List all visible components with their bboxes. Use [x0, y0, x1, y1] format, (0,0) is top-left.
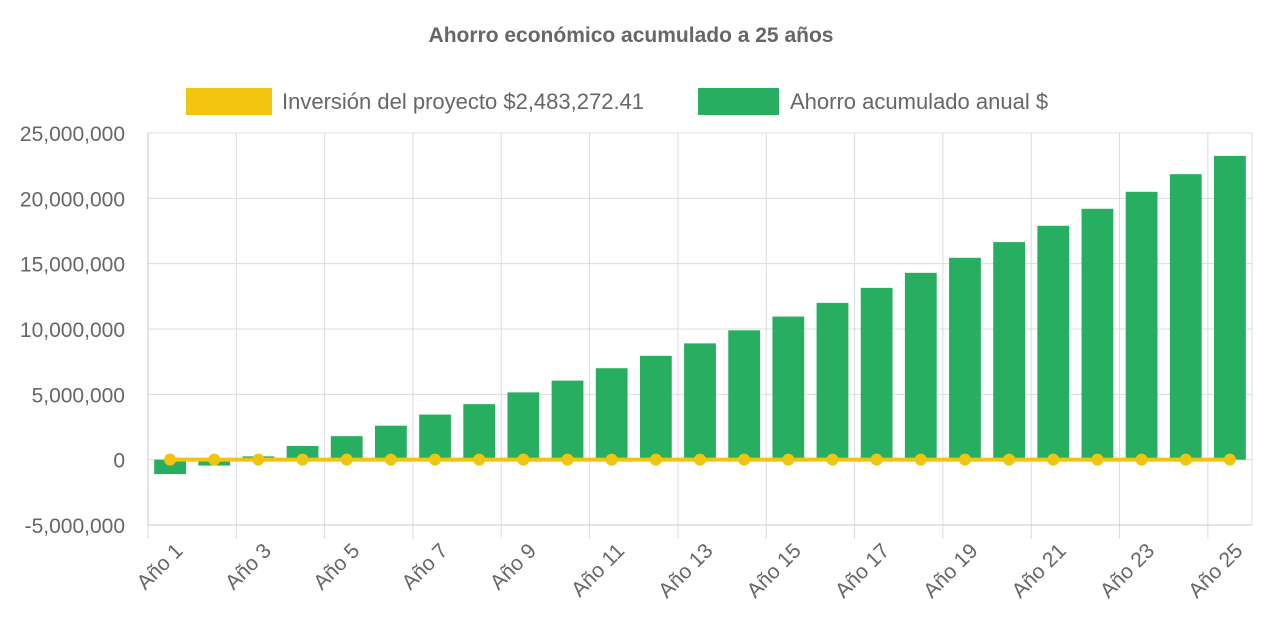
bar-savings[interactable]	[639, 355, 672, 460]
y-tick-label: 20,000,000	[20, 188, 125, 211]
bar-savings[interactable]	[904, 272, 937, 460]
bar-savings[interactable]	[286, 445, 319, 460]
line-investment	[164, 453, 1236, 466]
point-investment[interactable]	[561, 453, 574, 466]
bar-savings[interactable]	[949, 257, 981, 460]
x-tick-label: Año 23	[1096, 539, 1159, 602]
x-tick-label: Año 7	[397, 539, 452, 594]
bar-savings[interactable]	[772, 316, 805, 460]
point-investment[interactable]	[340, 453, 353, 466]
point-investment[interactable]	[870, 453, 883, 466]
point-investment[interactable]	[296, 453, 309, 466]
bars-savings	[154, 155, 1246, 475]
x-tick-label: Año 19	[919, 539, 982, 602]
bar-savings[interactable]	[1125, 191, 1158, 460]
bar-savings[interactable]	[728, 330, 761, 460]
point-investment[interactable]	[1179, 453, 1192, 466]
x-tick-label: Año 1	[133, 539, 188, 594]
x-axis: Año 1 Año 3 Año 5 Año 7 Año 9 Año 11 Año 13 Año…	[133, 524, 1252, 603]
point-investment[interactable]	[1047, 453, 1060, 466]
legend-label-investment: Inversión del proyecto $2,483,272.41	[282, 89, 644, 114]
y-tick-label: 0	[113, 450, 125, 473]
point-investment[interactable]	[826, 453, 839, 466]
bar-savings[interactable]	[507, 392, 540, 460]
legend-item-savings[interactable]: Ahorro acumulado anual $	[698, 88, 1048, 115]
point-investment[interactable]	[694, 453, 706, 466]
legend-swatch-savings	[698, 88, 779, 115]
legend-label-savings: Ahorro acumulado anual $	[790, 89, 1048, 114]
bar-savings[interactable]	[595, 368, 628, 460]
x-tick-label: Año 3	[221, 539, 276, 594]
y-tick-label: -5,000,000	[25, 515, 125, 538]
point-investment[interactable]	[914, 453, 927, 466]
x-tick-label: Año 9	[486, 539, 541, 594]
point-investment[interactable]	[1091, 453, 1104, 466]
legend-item-investment[interactable]: Inversión del proyecto $2,483,272.41	[186, 88, 644, 115]
point-investment[interactable]	[429, 453, 442, 466]
point-investment[interactable]	[252, 453, 265, 466]
bar-savings[interactable]	[684, 343, 716, 460]
point-investment[interactable]	[1135, 453, 1148, 466]
bar-savings[interactable]	[330, 436, 363, 460]
y-tick-label: 5,000,000	[32, 384, 125, 407]
bar-savings[interactable]	[1169, 174, 1202, 460]
point-investment[interactable]	[1223, 453, 1236, 466]
bar-savings[interactable]	[816, 302, 849, 460]
point-investment[interactable]	[649, 453, 662, 466]
point-investment[interactable]	[1003, 453, 1016, 466]
x-tick-label: Año 5	[309, 539, 364, 594]
point-investment[interactable]	[958, 453, 971, 466]
x-tick-label: Año 13	[654, 539, 717, 602]
bar-savings[interactable]	[419, 414, 451, 460]
legend-swatch-investment	[186, 88, 272, 115]
point-investment[interactable]	[384, 453, 397, 466]
chart-title: Ahorro económico acumulado a 25 años	[429, 24, 834, 47]
point-investment[interactable]	[164, 453, 177, 466]
point-investment[interactable]	[738, 453, 751, 466]
bar-savings[interactable]	[993, 242, 1026, 460]
bar-savings[interactable]	[860, 287, 893, 460]
point-investment[interactable]	[517, 453, 530, 466]
y-tick-label: 15,000,000	[20, 254, 125, 277]
x-tick-label: Año 21	[1007, 539, 1070, 602]
point-investment[interactable]	[782, 453, 795, 466]
y-tick-label: 25,000,000	[20, 123, 125, 146]
y-tick-label: 10,000,000	[20, 319, 125, 342]
bar-savings[interactable]	[1214, 155, 1246, 460]
y-axis: 25,000,000 20,000,000 15,000,000 10,000,000…	[20, 123, 149, 538]
bar-savings[interactable]	[1037, 225, 1070, 460]
bar-savings[interactable]	[1081, 208, 1114, 460]
x-tick-label: Año 17	[831, 539, 894, 602]
point-investment[interactable]	[473, 453, 486, 466]
point-investment[interactable]	[208, 453, 221, 466]
x-tick-label: Año 11	[567, 539, 629, 601]
point-investment[interactable]	[605, 453, 618, 466]
bar-savings[interactable]	[463, 404, 496, 460]
legend: Inversión del proyecto $2,483,272.41 Aho…	[186, 88, 1048, 115]
x-tick-label: Año 15	[743, 539, 806, 602]
bar-savings[interactable]	[551, 380, 584, 460]
bar-savings[interactable]	[154, 459, 186, 475]
x-tick-label: Año 25	[1184, 539, 1247, 602]
